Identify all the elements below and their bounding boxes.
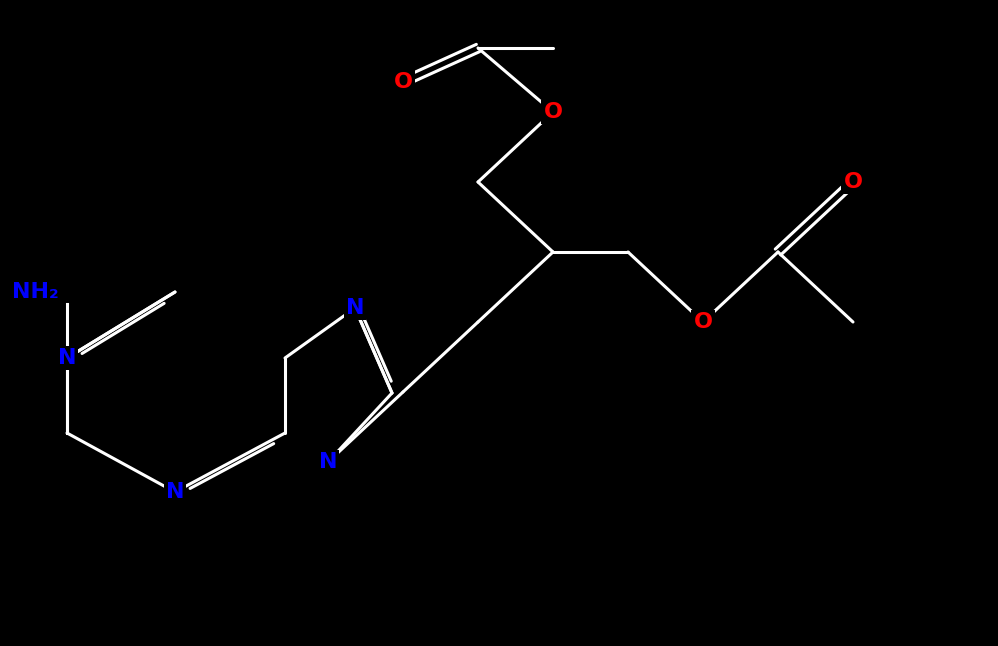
Text: O: O [843,172,862,192]
Text: N: N [58,348,76,368]
Text: N: N [166,482,185,502]
Text: NH₂: NH₂ [12,282,58,302]
Text: O: O [544,102,563,122]
Text: N: N [345,298,364,318]
Text: O: O [694,312,713,332]
Text: O: O [393,72,412,92]
Text: N: N [318,452,337,472]
